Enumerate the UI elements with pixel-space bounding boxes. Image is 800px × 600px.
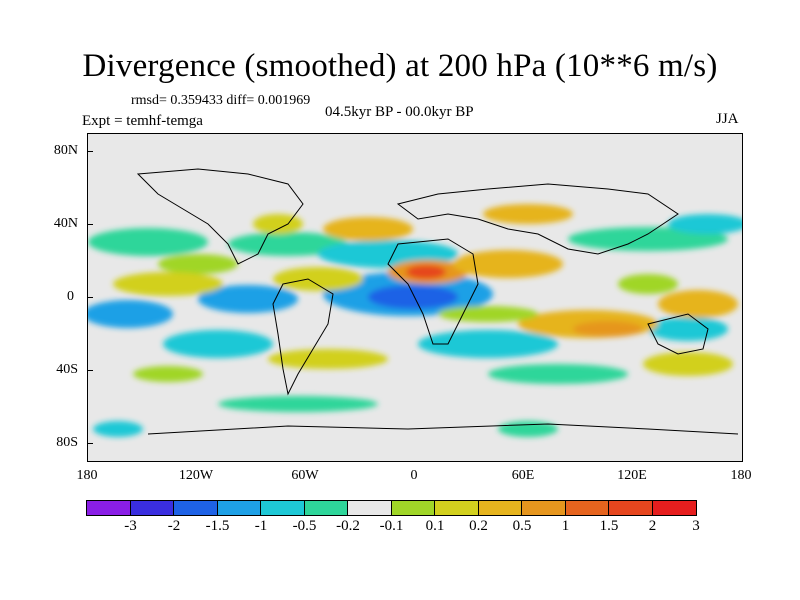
- rmsd-diff-stats: rmsd= 0.359433 diff= 0.001969: [131, 93, 311, 108]
- divergence-field: [88, 204, 742, 437]
- colorbar-label: 1.5: [599, 518, 619, 534]
- experiment-label: Expt = temhf-temga: [82, 113, 203, 129]
- lat-tick-0: 0: [67, 289, 74, 304]
- colorbar-swatch: [217, 501, 261, 515]
- lat-mark: [87, 224, 93, 225]
- chart-title: Divergence (smoothed) at 200 hPa (10**6 …: [82, 48, 718, 84]
- lon-tick-180w: 180: [76, 468, 98, 483]
- colorbar-label: -0.1: [379, 518, 404, 534]
- colorbar-swatch: [304, 501, 348, 515]
- lat-tick-40n: 40N: [53, 216, 78, 231]
- lon-tick-60e: 60E: [511, 468, 535, 483]
- lat-tick-80n: 80N: [53, 143, 78, 158]
- colorbar-swatch: [130, 501, 174, 515]
- lat-tick-80s: 80S: [56, 435, 78, 450]
- period-label: 04.5kyr BP - 00.0kyr BP: [325, 104, 474, 120]
- colorbar: [86, 500, 697, 516]
- divergence-map: [87, 133, 743, 462]
- colorbar-swatch: [174, 501, 218, 515]
- colorbar-swatch: [435, 501, 479, 515]
- colorbar-swatch: [478, 501, 522, 515]
- colorbar-label: -1: [254, 518, 268, 534]
- lat-mark: [87, 443, 93, 444]
- coastlines: [136, 168, 739, 435]
- lon-tick-0: 0: [410, 468, 418, 483]
- colorbar-swatch: [522, 501, 566, 515]
- lon-tick-120w: 120W: [178, 468, 214, 483]
- colorbar-swatch: [348, 501, 392, 515]
- colorbar-label: 0.5: [512, 518, 532, 534]
- colorbar-swatch: [391, 501, 435, 515]
- map-canvas: [88, 134, 742, 461]
- colorbar-label: -1.5: [205, 518, 230, 534]
- colorbar-label: 1: [561, 518, 570, 534]
- lat-mark: [87, 370, 93, 371]
- lon-tick-60w: 60W: [291, 468, 319, 483]
- colorbar-swatch: [87, 501, 131, 515]
- lat-tick-40s: 40S: [56, 362, 78, 377]
- colorbar-label: -3: [124, 518, 137, 534]
- lon-tick-180e: 180: [730, 468, 752, 483]
- colorbar-swatch: [652, 501, 696, 515]
- colorbar-swatch: [565, 501, 609, 515]
- colorbar-label: 0.1: [425, 518, 445, 534]
- colorbar-label: -2: [167, 518, 181, 534]
- colorbar-label: 2: [648, 518, 657, 534]
- colorbar-label: -0.5: [292, 518, 317, 534]
- lon-tick-120e: 120E: [617, 468, 647, 483]
- lat-mark: [87, 297, 93, 298]
- colorbar-swatch: [609, 501, 653, 515]
- season-label: JJA: [716, 111, 739, 127]
- colorbar-label: -0.2: [336, 518, 360, 534]
- colorbar-label: 0.2: [469, 518, 488, 534]
- colorbar-swatch: [261, 501, 305, 515]
- colorbar-label: 3: [692, 518, 700, 534]
- lat-mark: [87, 151, 93, 152]
